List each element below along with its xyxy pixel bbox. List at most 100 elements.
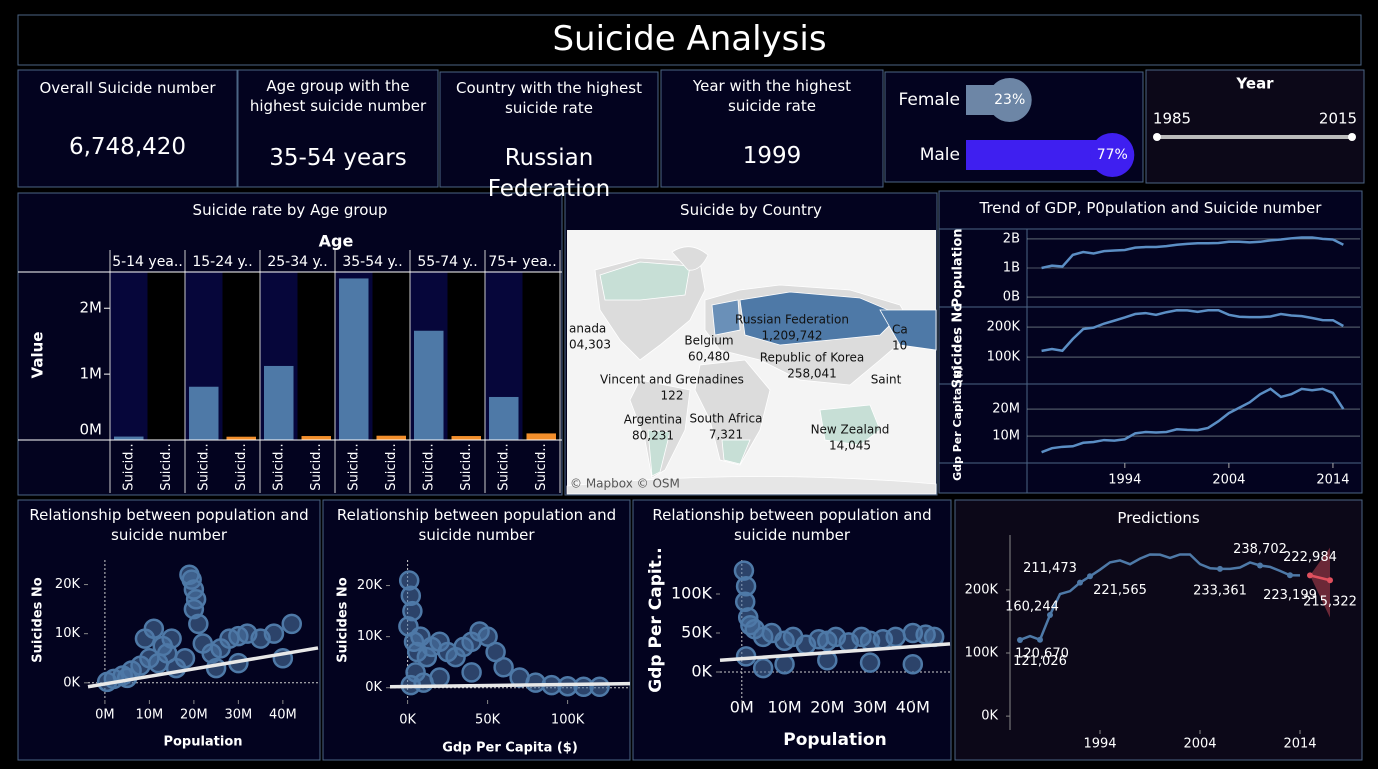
y-tick-label: 20M bbox=[992, 402, 1020, 417]
point bbox=[413, 672, 434, 693]
y-tick-label: 0K bbox=[365, 680, 382, 695]
trend-line bbox=[1041, 236, 1344, 270]
land bbox=[711, 299, 741, 336]
column-bg bbox=[222, 272, 260, 440]
data-label: 221,565 bbox=[1093, 583, 1147, 598]
point bbox=[902, 653, 924, 675]
y-tick-label: 0K bbox=[63, 675, 80, 690]
series-label: Suicid.. bbox=[459, 443, 474, 490]
land bbox=[566, 476, 937, 495]
y-axis-title: Suicides No bbox=[31, 577, 46, 663]
map-label: Argentina bbox=[624, 413, 683, 427]
x-tick-label: 1994 bbox=[1083, 737, 1116, 752]
series-label: Suicid.. bbox=[159, 443, 174, 490]
map-label: Vincent and Grenadines bbox=[600, 373, 744, 387]
kpi-value: 35-54 years bbox=[269, 145, 407, 171]
bar bbox=[489, 396, 519, 440]
series-label: Suicid.. bbox=[421, 443, 436, 490]
x-tick-label: 100K bbox=[551, 713, 585, 728]
chart-title: Relationship between population and suic… bbox=[336, 506, 617, 545]
y-tick-label: 20K bbox=[55, 577, 81, 592]
y-tick-label: 100K bbox=[965, 646, 999, 661]
panel bbox=[439, 71, 659, 188]
trend-line bbox=[389, 681, 631, 689]
data-label: 77% bbox=[1097, 147, 1128, 163]
trend-line bbox=[1041, 309, 1344, 353]
column-bg bbox=[372, 272, 410, 440]
category-label: 5-14 yea.. bbox=[112, 254, 183, 270]
point bbox=[1017, 636, 1023, 643]
data-label: 121,026 bbox=[1013, 654, 1067, 669]
bar bbox=[966, 140, 1113, 170]
point bbox=[143, 618, 165, 640]
chart-title: Relationship between population and suic… bbox=[652, 506, 932, 545]
panel bbox=[660, 69, 884, 188]
bar bbox=[301, 436, 331, 440]
map-value: 258,041 bbox=[787, 367, 837, 381]
filter-title: Year bbox=[1235, 75, 1274, 93]
category-label: 55-74 y.. bbox=[417, 254, 477, 270]
kpi-value: Russian Federation bbox=[487, 145, 611, 203]
map-value: 04,303 bbox=[569, 338, 611, 352]
column-bg bbox=[522, 272, 560, 440]
x-tick-label: 2004 bbox=[1212, 473, 1245, 488]
x-tick-label: 2014 bbox=[1316, 473, 1349, 488]
point bbox=[885, 626, 906, 648]
point bbox=[281, 613, 303, 635]
series-label: Suicid.. bbox=[534, 443, 549, 490]
data-label: 223,199 bbox=[1263, 588, 1317, 603]
map-label: anada bbox=[569, 322, 606, 336]
x-axis-title: Population bbox=[163, 735, 242, 750]
map-label: South Africa bbox=[690, 412, 763, 426]
map-value: 60,480 bbox=[688, 350, 730, 364]
x-tick-label: 1994 bbox=[1108, 473, 1141, 488]
map-value: 1,209,742 bbox=[761, 329, 822, 343]
land bbox=[647, 429, 671, 477]
land bbox=[694, 359, 771, 466]
row-label: Gdp Per Capita ($) bbox=[951, 366, 964, 481]
category-label: 15-24 y.. bbox=[192, 254, 252, 270]
filter-end: 2015 bbox=[1319, 110, 1357, 128]
row-label: Population bbox=[951, 228, 966, 307]
land bbox=[671, 246, 709, 271]
bar bbox=[376, 435, 406, 440]
point bbox=[152, 635, 173, 657]
y-axis-title: Gdp Per Capit.. bbox=[646, 547, 666, 693]
category-label: Male bbox=[920, 145, 960, 165]
kpi-label: Country with the highest suicide rate bbox=[456, 79, 642, 118]
map-value: 10 bbox=[892, 339, 907, 353]
x-tick-label: 20M bbox=[180, 708, 208, 723]
data-label: 233,361 bbox=[1193, 583, 1247, 598]
y-tick-label: 10M bbox=[992, 429, 1020, 444]
x-tick-label: 10M bbox=[767, 698, 801, 717]
series-line bbox=[1309, 574, 1331, 582]
y-tick-label: 10K bbox=[357, 629, 383, 644]
series-label: Suicid.. bbox=[234, 443, 249, 490]
chart-title: Suicide by Country bbox=[680, 201, 822, 219]
x-tick-label: 20M bbox=[810, 698, 844, 717]
point bbox=[1047, 611, 1053, 618]
column-bg bbox=[147, 272, 185, 440]
bar-end bbox=[1090, 133, 1135, 177]
kpi-label: Overall Suicide number bbox=[39, 79, 216, 97]
category-label: 75+ yea.. bbox=[488, 254, 556, 270]
slider-handle bbox=[1348, 133, 1356, 141]
map-value: 14,045 bbox=[829, 439, 871, 453]
point bbox=[1037, 636, 1043, 643]
trend-line bbox=[87, 646, 319, 689]
x-tick-label: 2004 bbox=[1183, 737, 1216, 752]
y-axis-title: Value bbox=[29, 332, 47, 379]
column-bg bbox=[110, 272, 148, 440]
map-label: Ca bbox=[892, 323, 908, 337]
map-value: 80,231 bbox=[632, 429, 674, 443]
map-label: Republic of Korea bbox=[760, 351, 865, 365]
point bbox=[1327, 577, 1333, 584]
y-axis-title: Suicides No bbox=[336, 577, 351, 663]
chart-title: Suicide rate by Age group bbox=[192, 201, 388, 219]
map-label: Saint bbox=[871, 373, 902, 387]
point bbox=[174, 647, 196, 669]
bar bbox=[114, 436, 144, 440]
point bbox=[752, 657, 774, 679]
y-tick-label: 200K bbox=[987, 320, 1021, 335]
